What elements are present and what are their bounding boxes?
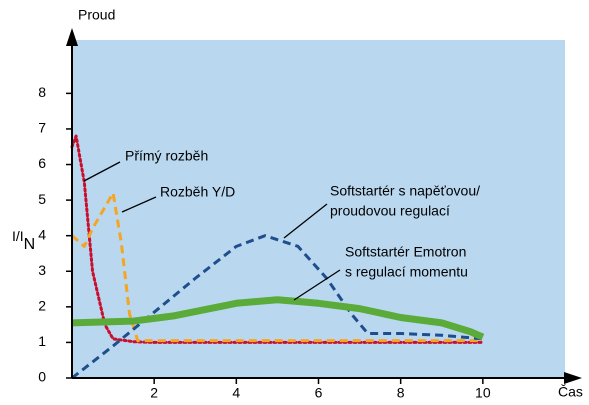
y-tick-label: 4 bbox=[38, 226, 46, 242]
x-tick-label: 10 bbox=[475, 385, 491, 401]
annotation: Softstartér s napěťovou/ bbox=[330, 183, 480, 199]
annotation-leader bbox=[83, 161, 121, 182]
y-tick-label: 3 bbox=[38, 262, 46, 278]
y-axis-arrow bbox=[66, 28, 78, 46]
y-axis-title: Proud bbox=[78, 7, 115, 23]
x-tick-label: 8 bbox=[397, 385, 405, 401]
annotation: Softstartér Emotron bbox=[345, 244, 466, 260]
x-axis-title: Čas bbox=[558, 384, 583, 400]
y-axis-label-sub: N bbox=[24, 236, 36, 253]
x-tick-label: 2 bbox=[150, 385, 158, 401]
annotation-leader bbox=[293, 269, 341, 301]
y-tick-label: 7 bbox=[38, 120, 46, 136]
y-tick-label: 1 bbox=[38, 333, 46, 349]
y-tick-label: 5 bbox=[38, 191, 46, 207]
x-tick-label: 4 bbox=[232, 385, 240, 401]
y-axis-label: I/IN bbox=[12, 228, 35, 254]
plot-background bbox=[72, 40, 565, 378]
annotation: Rozběh Y/D bbox=[160, 184, 235, 200]
annotation: Přímý rozběh bbox=[125, 148, 208, 164]
y-axis-label-main: I/I bbox=[12, 228, 24, 244]
annotation-leader bbox=[283, 203, 328, 239]
line-series bbox=[71, 296, 485, 341]
x-tick-label: 6 bbox=[315, 385, 323, 401]
y-tick-label: 6 bbox=[38, 155, 46, 171]
x-axis-arrow bbox=[564, 372, 582, 384]
annotation: proudovou regulací bbox=[330, 203, 450, 219]
annotation-leader bbox=[121, 196, 157, 213]
y-tick-label: 8 bbox=[38, 84, 46, 100]
annotation: s regulací momentu bbox=[345, 264, 468, 280]
y-tick-label: 2 bbox=[38, 298, 46, 314]
line-series bbox=[71, 234, 483, 380]
y-tick-label: 0 bbox=[38, 369, 46, 385]
